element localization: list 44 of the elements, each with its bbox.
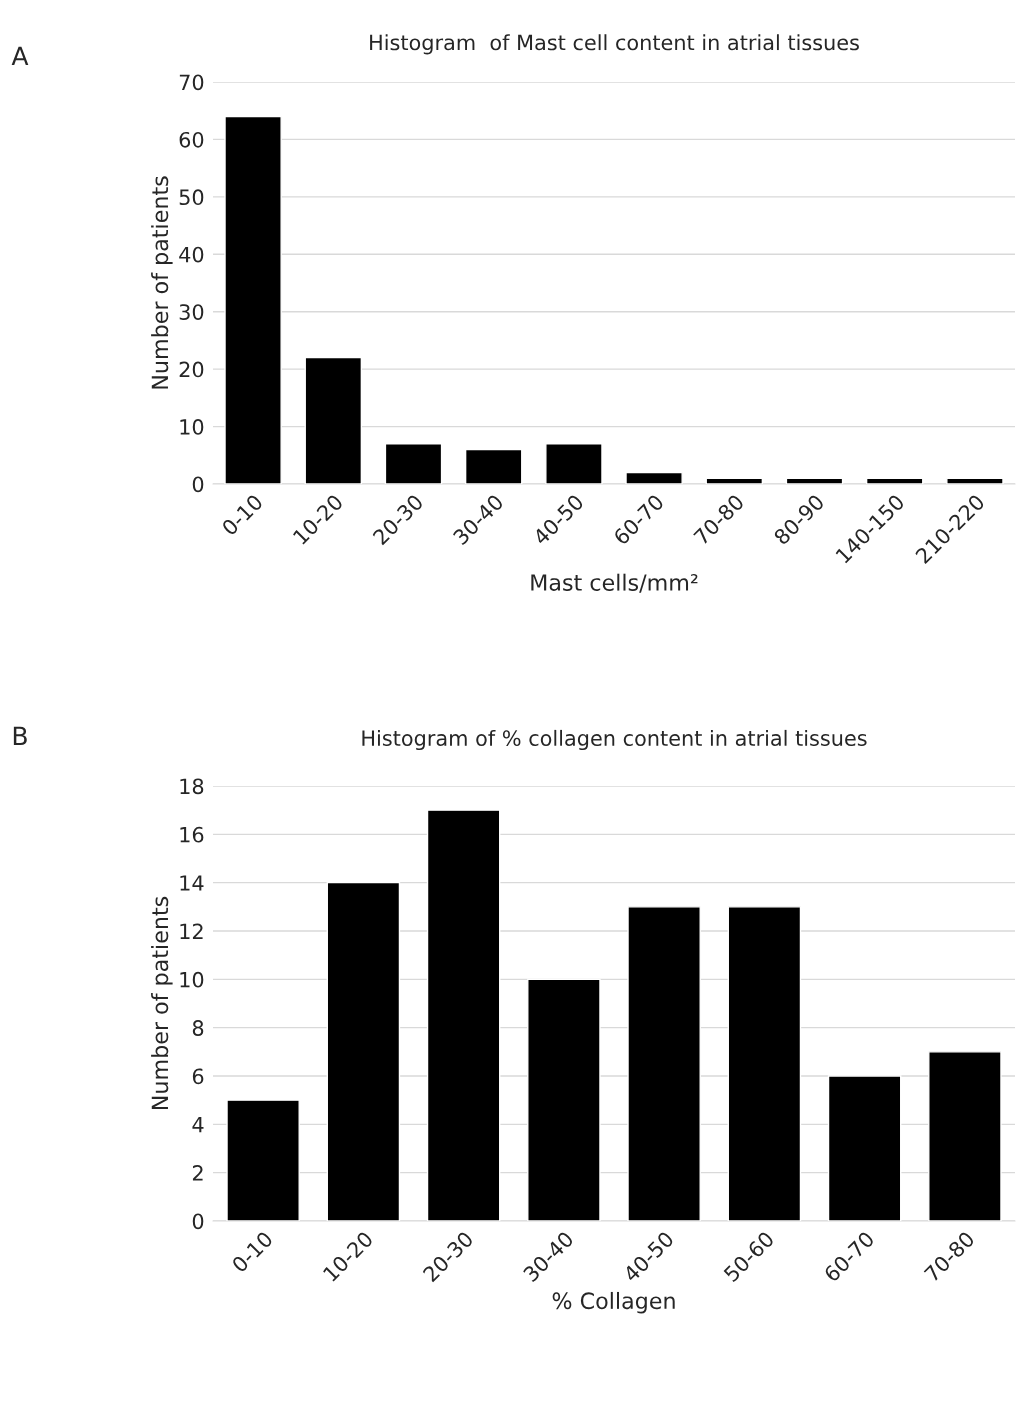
y-tick-label: 4 [192, 1117, 204, 1133]
bar [464, 448, 523, 484]
y-tick-label: 0 [192, 476, 204, 493]
bar [545, 443, 603, 484]
chart-title: Histogram of Mast cell content in atrial tissues [370, 34, 859, 55]
x-axis-title: Mast cells/mm² [531, 573, 698, 593]
bar [326, 881, 401, 1221]
bar [625, 471, 683, 484]
bar [384, 443, 443, 484]
y-tick-label: 6 [192, 1068, 204, 1085]
x-axis-title: % Collagen [552, 1291, 675, 1314]
bar [705, 477, 764, 484]
y-axis-title: Number of patients [151, 176, 173, 389]
bar [785, 477, 844, 484]
y-axis-title: Number of patients [151, 896, 173, 1110]
y-tick-label: 10 [180, 971, 204, 988]
chart-title: Histogram of % collagen content in atrial tissues [362, 729, 867, 751]
y-tick-label: 70 [179, 74, 204, 91]
bar [727, 906, 802, 1221]
y-tick-label: 60 [179, 131, 204, 148]
bar [946, 477, 1004, 484]
text: A [11, 46, 29, 65]
y-tick-label: 2 [192, 1165, 203, 1181]
y-tick-label: 18 [180, 778, 204, 795]
bar [827, 1075, 902, 1221]
y-tick-label: 0 [192, 1213, 204, 1230]
y-tick-label: 14 [180, 875, 204, 891]
bar [928, 1051, 1002, 1221]
bar [224, 115, 282, 484]
y-tick-label: 30 [179, 304, 204, 320]
bar [527, 978, 601, 1221]
y-tick-label: 50 [179, 189, 204, 206]
y-tick-label: 20 [179, 361, 204, 378]
bar [426, 809, 501, 1221]
y-tick-label: 10 [180, 419, 204, 435]
y-tick-label: 12 [180, 923, 203, 939]
bar [226, 1099, 300, 1221]
bar [627, 906, 701, 1221]
y-tick-label: 16 [180, 826, 204, 843]
bar [304, 356, 363, 484]
y-tick-label: 40 [179, 246, 204, 263]
y-tick-label: 8 [192, 1020, 204, 1036]
text: B [13, 726, 27, 745]
bar [865, 477, 924, 484]
